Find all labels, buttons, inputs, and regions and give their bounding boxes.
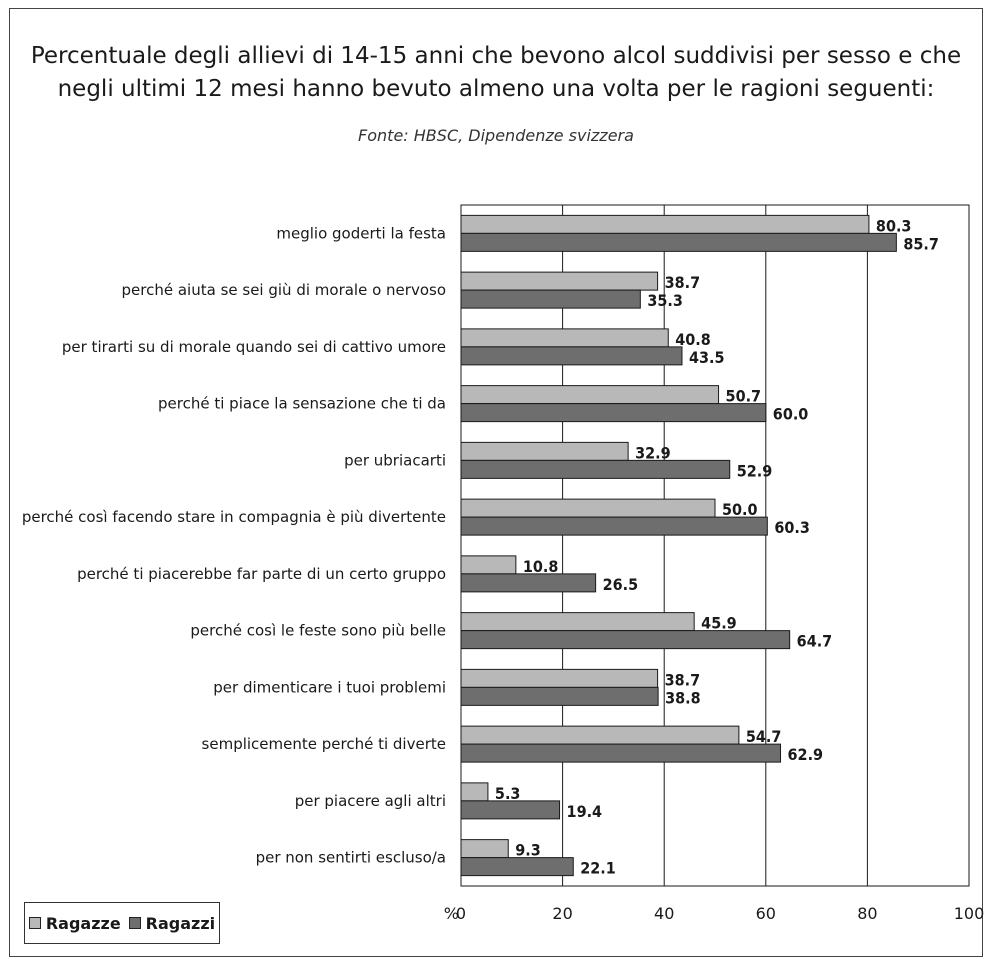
data-label-ragazzi: 62.9 [788,745,824,764]
data-label-ragazze: 50.0 [722,500,758,519]
bar-ragazzi [460,573,597,593]
bar-ragazzi [460,743,782,763]
data-label-ragazzi: 35.3 [647,291,683,310]
category-label: semplicemente perché ti diverte [202,735,446,753]
bar-ragazzi [460,459,731,479]
bar-ragazze [460,782,489,802]
category-label: per non sentirti escluso/a [256,849,446,867]
legend-item-ragazze: Ragazze [28,913,121,933]
x-tick-label-0: 0 [456,904,466,923]
bar-ragazzi [460,232,897,252]
x-tick-label-80: 80 [857,904,877,923]
category-label: perché così le feste sono più belle [190,622,446,640]
bar-ragazzi [460,289,641,309]
bar-ragazzi [460,686,659,706]
category-label: meglio goderti la festa [276,224,446,242]
bar-ragazze [460,839,509,859]
x-axis-unit-label: % [444,904,459,923]
data-label-ragazze: 45.9 [701,614,737,633]
data-label-ragazzi: 60.3 [774,518,810,537]
x-tick-label-100: 100 [954,904,985,923]
data-label-ragazze: 32.9 [635,443,671,462]
legend-label-ragazze: Ragazze [45,913,121,933]
data-label-ragazzi: 22.1 [580,859,616,878]
data-label-ragazzi: 26.5 [603,575,639,594]
plot-area-border [460,204,970,887]
data-label-ragazze: 5.3 [495,784,521,803]
bar-ragazze [460,441,629,461]
data-label-ragazze: 54.7 [746,727,782,746]
x-tick-label-60: 60 [756,904,776,923]
data-label-ragazzi: 19.4 [567,802,603,821]
data-label-ragazze: 10.8 [523,557,559,576]
chart-title-line-1: Percentuale degli allievi di 14-15 anni … [30,43,962,69]
category-label: per dimenticare i tuoi problemi [213,678,446,696]
category-label: perché ti piace la sensazione che ti da [158,395,446,413]
bar-ragazze [460,498,716,518]
bar-ragazzi [460,346,683,366]
bar-ragazze [460,725,740,745]
data-label-ragazze: 40.8 [675,330,711,349]
data-label-ragazzi: 85.7 [903,234,939,253]
bar-ragazze [460,668,659,688]
legend: Ragazze Ragazzi [24,902,220,944]
legend-label-ragazzi: Ragazzi [145,913,216,933]
chart-title: Percentuale degli allievi di 14-15 anni … [0,40,992,106]
bar-ragazzi [460,857,574,877]
bar-ragazze [460,385,720,405]
data-label-ragazzi: 38.8 [665,688,701,707]
data-label-ragazze: 38.7 [665,273,701,292]
category-label: per ubriacarti [344,451,446,469]
x-tick-label-40: 40 [654,904,674,923]
chart-title-line-2: negli ultimi 12 mesi hanno bevuto almeno… [57,76,935,102]
bar-ragazze [460,271,659,291]
data-label-ragazzi: 60.0 [773,405,809,424]
data-label-ragazze: 50.7 [726,387,762,406]
data-label-ragazzi: 64.7 [797,632,833,651]
category-label: per piacere agli altri [295,792,446,810]
chart-subtitle: Fonte: HBSC, Dipendenze svizzera [358,126,634,145]
data-label-ragazze: 80.3 [876,216,912,235]
data-label-ragazze: 9.3 [515,841,541,860]
data-label-ragazze: 38.7 [665,670,701,689]
category-label: perché aiuta se sei giù di morale o nerv… [122,281,446,299]
bar-ragazze [460,555,517,575]
data-label-ragazzi: 43.5 [689,348,725,367]
x-tick-label-20: 20 [552,904,572,923]
legend-swatch-ragazze [28,917,41,929]
legend-swatch-ragazzi [128,917,141,929]
bar-ragazze [460,214,870,234]
category-label: perché così facendo stare in compagnia è… [22,508,446,526]
bar-ragazze [460,328,669,348]
bar-ragazzi [460,800,561,820]
chart-frame [9,8,983,957]
bar-ragazzi [460,403,767,423]
legend-item-ragazzi: Ragazzi [128,913,216,933]
category-label: per tirarti su di morale quando sei di c… [62,338,446,356]
category-label: perché ti piacerebbe far parte di un cer… [77,565,446,583]
bar-ragazzi [460,516,768,536]
bar-ragazze [460,612,695,632]
bar-ragazzi [460,630,791,650]
data-label-ragazzi: 52.9 [737,461,773,480]
